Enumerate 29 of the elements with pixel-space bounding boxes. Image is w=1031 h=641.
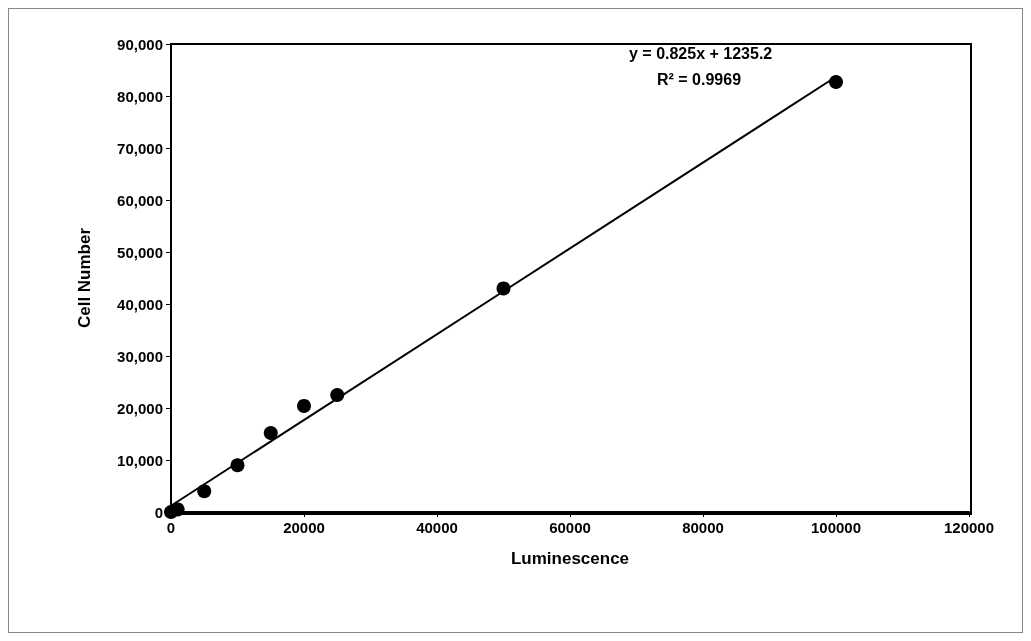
x-tick-label: 0	[166, 519, 176, 536]
point	[496, 281, 511, 296]
point	[330, 388, 345, 402]
y-tick-label: 30,000	[117, 347, 163, 365]
x-tick-label: 20000	[283, 519, 325, 536]
x-tick-label: 80000	[682, 519, 724, 536]
point	[263, 425, 278, 440]
y-tick-label: 0	[154, 503, 163, 521]
y-tick-label: 60,000	[117, 191, 163, 209]
y-tick-label: 90,000	[117, 35, 163, 53]
y-tick-label: 70,000	[117, 139, 163, 157]
x-tick-label: 120000	[943, 519, 995, 536]
point	[297, 398, 311, 413]
y-tick-label: 20,000	[117, 399, 163, 417]
x-tick-label: 60000	[549, 519, 591, 536]
point	[197, 484, 212, 499]
point	[170, 502, 185, 517]
x-tick-label: 40000	[416, 519, 458, 536]
y-tick-label: 10,000	[117, 451, 163, 469]
annotation: y = 0.825x + 1235.2	[629, 44, 773, 62]
y-tick-label: 50,000	[117, 243, 163, 261]
point	[230, 458, 245, 473]
x-tick-label: 100000	[810, 519, 862, 536]
y-tick-label: 40,000	[117, 295, 163, 313]
point	[829, 74, 843, 89]
y-tick-label: 80,000	[117, 87, 163, 105]
annotation: R² = 0.9969	[657, 70, 742, 88]
y-axis-title: Cell Number	[75, 227, 94, 329]
x-axis-title: Luminescence	[510, 549, 630, 568]
